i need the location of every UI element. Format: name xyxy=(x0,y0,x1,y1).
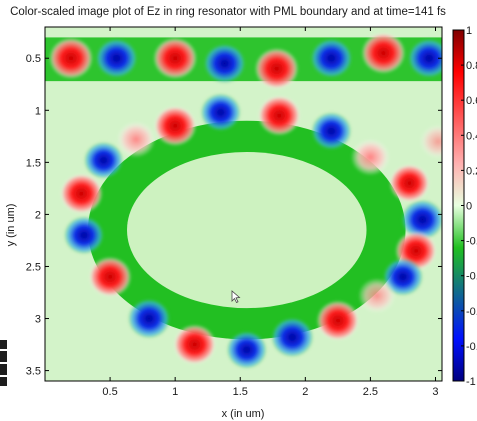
field-lobe xyxy=(316,300,360,341)
field-lobe xyxy=(419,124,442,159)
y-tick-label: 3.5 xyxy=(26,366,41,378)
field-lobes xyxy=(48,32,442,370)
field-lobe xyxy=(309,37,353,79)
colorbar: 1 0.8 0.6 0.4 0.2 0 -0.2 -0.4 -0.6 -0.8 -1 xyxy=(452,25,477,388)
colorbar-ticks: 1 0.8 0.6 0.4 0.2 0 -0.2 -0.4 -0.6 -0.8 -1 xyxy=(461,25,477,388)
colorbar-tick-label: 0 xyxy=(466,201,472,213)
y-tick-label: 3 xyxy=(35,314,41,326)
field-lobe xyxy=(116,121,156,158)
field-lobe xyxy=(361,32,406,74)
x-tick-label: 2.5 xyxy=(363,386,378,398)
y-tick-label: 0.5 xyxy=(26,53,41,65)
x-tick-label: 2 xyxy=(302,386,308,398)
field-lobe xyxy=(400,199,442,240)
x-tick-label: 1.5 xyxy=(233,386,248,398)
field-lobe xyxy=(254,47,299,90)
field-lobe xyxy=(257,95,301,136)
field-lobe xyxy=(59,173,104,214)
field-lobe xyxy=(83,141,124,180)
ring-core xyxy=(127,151,367,309)
field-lobe xyxy=(127,298,171,339)
field-lobe xyxy=(173,324,217,365)
colorbar-tick-label: 1 xyxy=(466,25,472,37)
x-axis-label: x (in um) xyxy=(222,408,265,420)
y-tick-label: 2 xyxy=(35,209,41,221)
colorbar-tick-label: -0.2 xyxy=(466,236,477,248)
cursor-arrow-icon xyxy=(231,290,241,304)
colorbar-tick-label: 0.4 xyxy=(466,130,477,142)
field-lobe xyxy=(48,37,94,80)
field-lobe xyxy=(200,93,242,132)
field-lobe xyxy=(88,256,132,298)
y-tick-label: 1 xyxy=(35,105,41,117)
y-axis-label: y (in um) xyxy=(5,204,17,247)
field-lobe xyxy=(407,37,442,79)
field-lobe xyxy=(95,37,139,79)
left-edge-marker xyxy=(0,340,7,386)
y-tick-label: 1.5 xyxy=(26,157,41,169)
y-axis: 0.5 1 1.5 2 2.5 3 3.5 xyxy=(26,53,442,378)
colorbar-tick-label: -0.6 xyxy=(466,306,477,318)
y-tick-label: 2.5 xyxy=(26,261,41,273)
colorbar-tick-label: -0.8 xyxy=(466,341,477,353)
x-tick-label: 1 xyxy=(172,386,178,398)
field-lobe xyxy=(270,316,314,358)
field-lobe xyxy=(63,215,105,255)
field-lobe xyxy=(358,277,396,314)
field-lobe xyxy=(203,43,247,84)
chart-title: Color-scaled image plot of Ez in ring re… xyxy=(10,6,446,18)
field-lobe xyxy=(310,111,352,151)
colorbar-tick-label: -1 xyxy=(466,376,476,388)
field-lobe xyxy=(153,37,198,80)
x-tick-label: 3 xyxy=(432,386,438,398)
colorbar-tick-label: 0.6 xyxy=(466,95,477,107)
colorbar-tick-label: 0.2 xyxy=(466,165,477,177)
field-lobe xyxy=(226,330,268,370)
plot-area xyxy=(45,27,442,381)
field-lobe xyxy=(388,163,430,203)
field-lobe xyxy=(153,105,197,147)
colorbar-tick-label: -0.4 xyxy=(466,271,477,283)
colorbar-tick-label: 0.8 xyxy=(466,60,477,72)
x-axis: 0.5 1 1.5 2 2.5 3 xyxy=(102,27,439,398)
plot-frame xyxy=(44,26,443,382)
field-lobe xyxy=(350,138,391,176)
x-tick-label: 0.5 xyxy=(102,386,117,398)
